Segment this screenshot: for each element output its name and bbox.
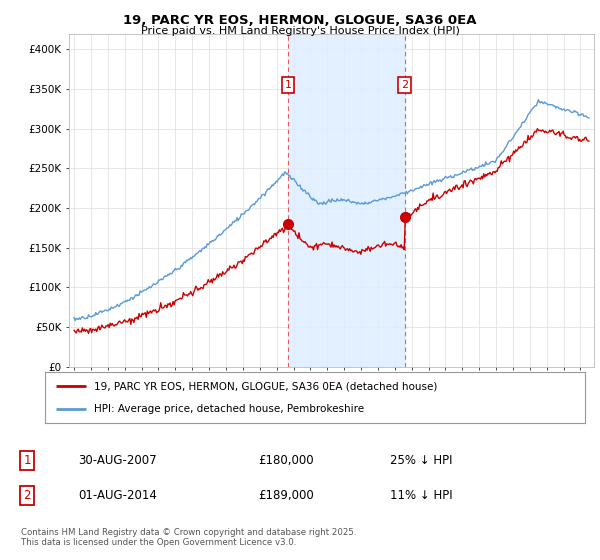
- Text: 2: 2: [23, 489, 31, 502]
- Text: 1: 1: [23, 454, 31, 467]
- Text: 2: 2: [401, 80, 409, 90]
- Text: 1: 1: [284, 80, 292, 90]
- Bar: [288, 34, 405, 367]
- Text: HPI: Average price, detached house, Pembrokeshire: HPI: Average price, detached house, Pemb…: [94, 404, 364, 414]
- Text: 19, PARC YR EOS, HERMON, GLOGUE, SA36 0EA: 19, PARC YR EOS, HERMON, GLOGUE, SA36 0E…: [123, 14, 477, 27]
- Text: Price paid vs. HM Land Registry's House Price Index (HPI): Price paid vs. HM Land Registry's House …: [140, 26, 460, 36]
- Text: 11% ↓ HPI: 11% ↓ HPI: [390, 489, 452, 502]
- Text: 30-AUG-2007: 30-AUG-2007: [78, 454, 157, 467]
- Text: £180,000: £180,000: [258, 454, 314, 467]
- Text: Contains HM Land Registry data © Crown copyright and database right 2025.
This d: Contains HM Land Registry data © Crown c…: [21, 528, 356, 547]
- Text: 19, PARC YR EOS, HERMON, GLOGUE, SA36 0EA (detached house): 19, PARC YR EOS, HERMON, GLOGUE, SA36 0E…: [94, 381, 437, 391]
- Text: 25% ↓ HPI: 25% ↓ HPI: [390, 454, 452, 467]
- Text: £189,000: £189,000: [258, 489, 314, 502]
- Text: 01-AUG-2014: 01-AUG-2014: [78, 489, 157, 502]
